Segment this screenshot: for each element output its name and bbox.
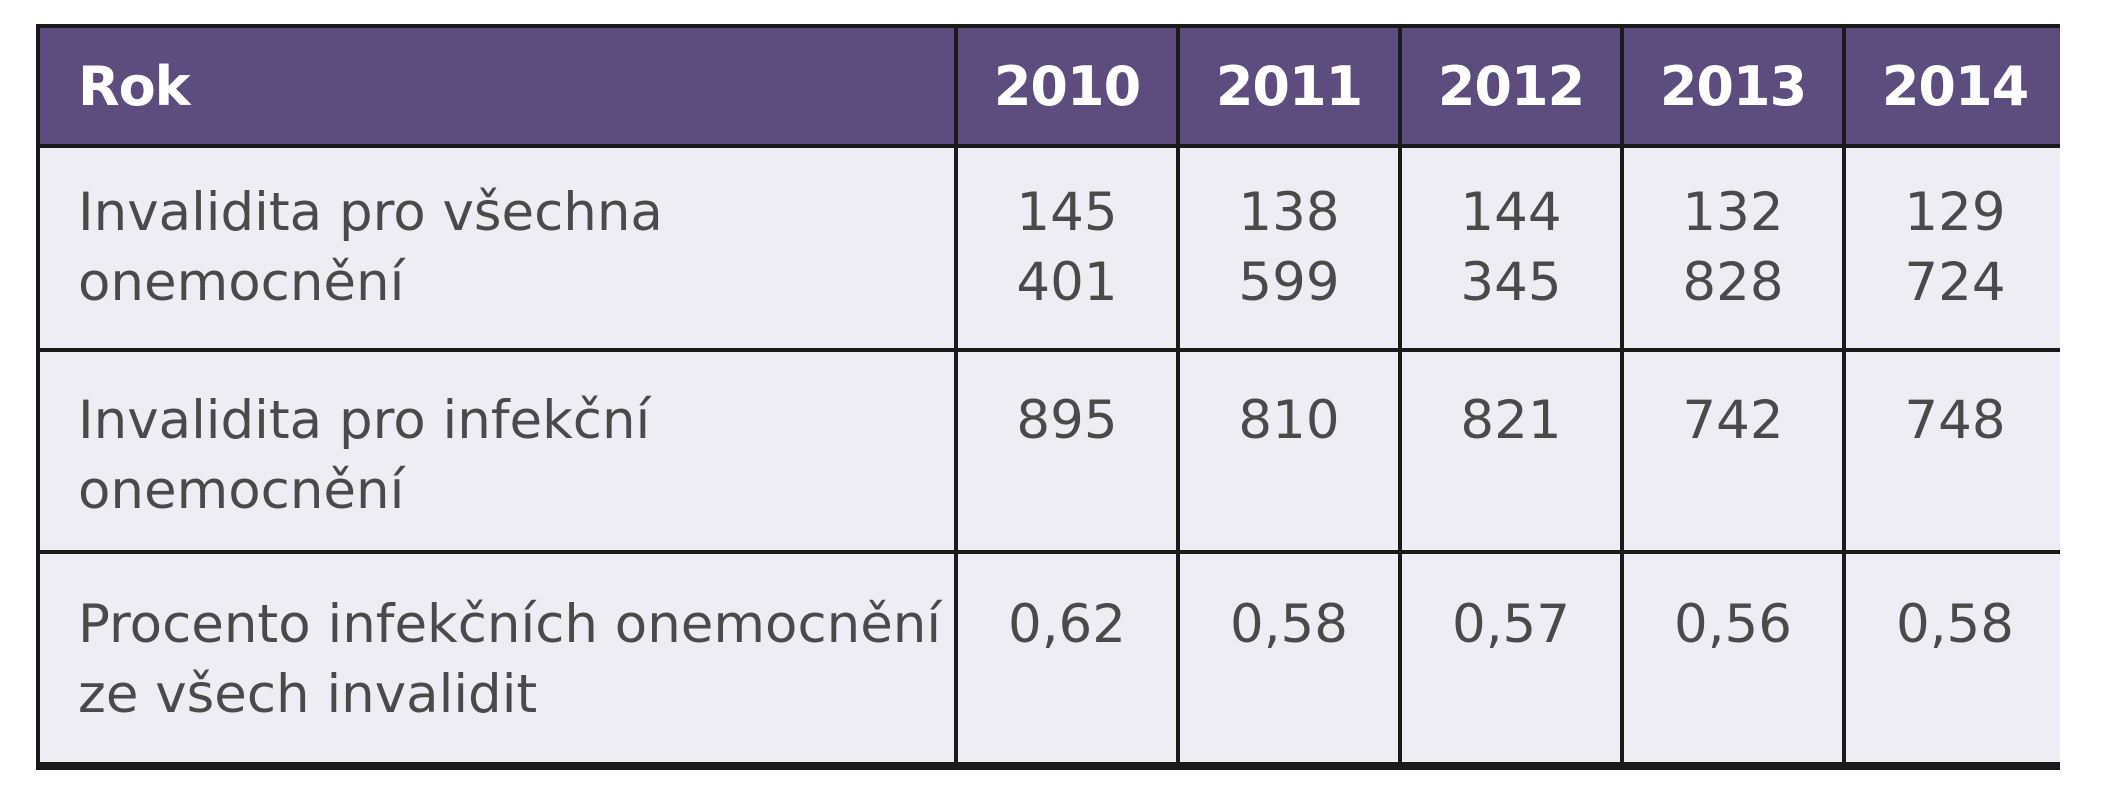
value-cell: 144 345 [1398, 144, 1624, 352]
header-year-2012: 2012 [1398, 24, 1624, 148]
header-year-2010: 2010 [954, 24, 1180, 148]
value-line: 132 [1682, 182, 1784, 243]
value-line: 145 [1016, 182, 1118, 243]
data-table-container: Rok 2010 2011 2012 2013 2014 Invalidita … [36, 24, 2060, 770]
value-cell: 138 599 [1176, 144, 1402, 352]
value-cell: 0,62 [954, 550, 1180, 766]
value-line: 401 [1016, 252, 1118, 313]
value-cell: 821 [1398, 348, 1624, 554]
value-cell: 145 401 [954, 144, 1180, 352]
value-line: 724 [1904, 252, 2006, 313]
header-row: Rok 2010 2011 2012 2013 2014 [36, 24, 2060, 148]
value-cell: 0,56 [1620, 550, 1846, 766]
value-cell: 895 [954, 348, 1180, 554]
value-cell: 742 [1620, 348, 1846, 554]
value-cell: 810 [1176, 348, 1402, 554]
value-cell: 132 828 [1620, 144, 1846, 352]
value-line: 129 [1904, 182, 2006, 243]
header-year-2013: 2013 [1620, 24, 1846, 148]
header-year-2011: 2011 [1176, 24, 1402, 148]
value-cell: 748 [1842, 348, 2060, 554]
table-row: Procento infekčních onemocnění ze všech … [36, 550, 2060, 766]
row-label-all-diseases: Invalidita pro všechna onemocnění [36, 144, 958, 352]
table-row: Invalidita pro infekční onemocnění 895 8… [36, 348, 2060, 554]
table-bottom-rule [36, 766, 2060, 770]
header-label-cell: Rok [36, 24, 958, 148]
value-cell: 0,57 [1398, 550, 1624, 766]
value-line: 138 [1238, 182, 1340, 243]
header-year-2014: 2014 [1842, 24, 2060, 148]
value-cell: 0,58 [1176, 550, 1402, 766]
value-line: 599 [1238, 252, 1340, 313]
value-cell: 0,58 [1842, 550, 2060, 766]
value-line: 144 [1460, 182, 1562, 243]
table-row: Invalidita pro všechna onemocnění 145 40… [36, 144, 2060, 352]
invalidity-table: Rok 2010 2011 2012 2013 2014 Invalidita … [36, 24, 2060, 766]
value-cell: 129 724 [1842, 144, 2060, 352]
value-line: 828 [1682, 252, 1784, 313]
row-label-percent-infectious: Procento infekčních onemocnění ze všech … [36, 550, 958, 766]
value-line: 345 [1460, 252, 1562, 313]
row-label-infectious-diseases: Invalidita pro infekční onemocnění [36, 348, 958, 554]
